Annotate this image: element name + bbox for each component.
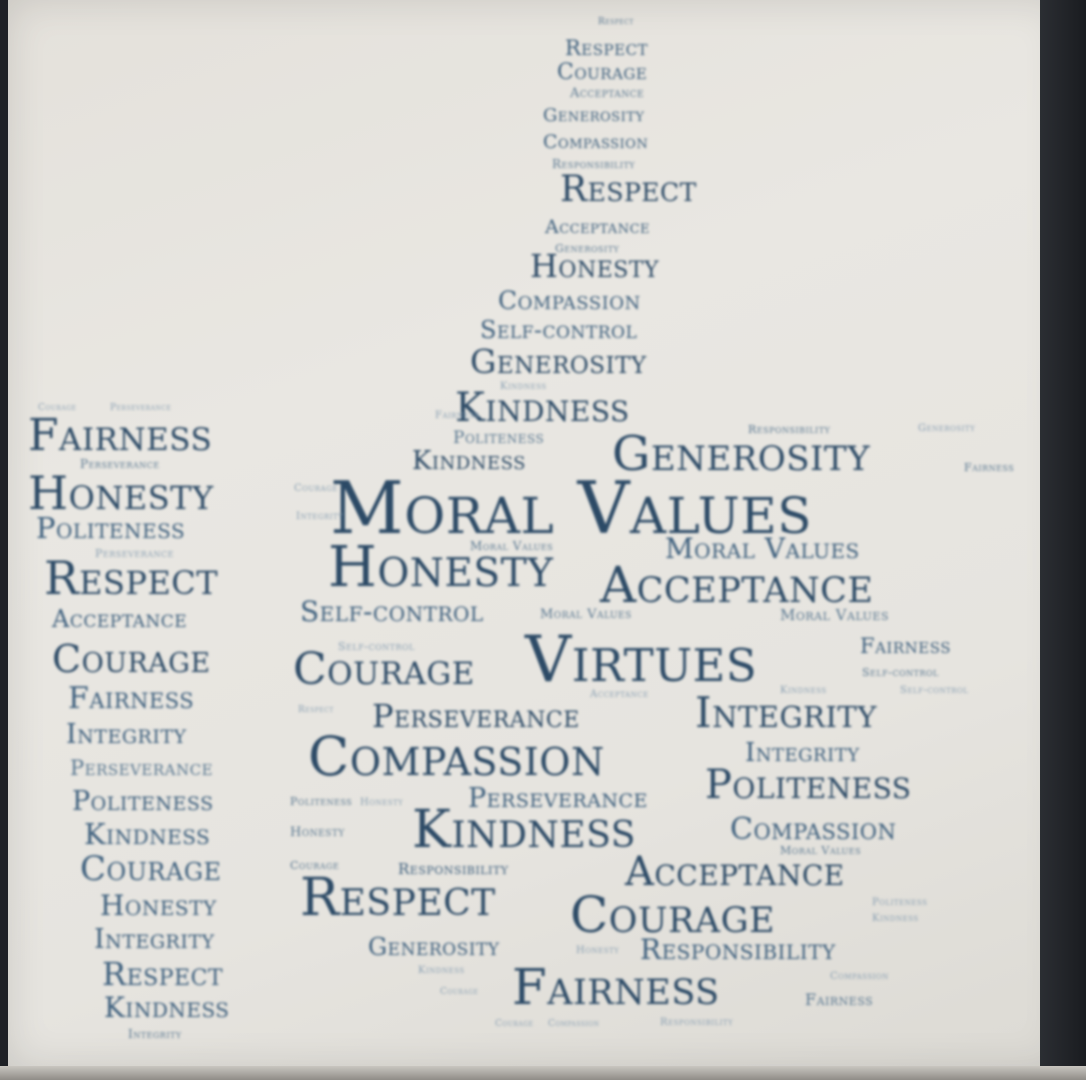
word: Kindness (872, 913, 919, 924)
word: Generosity (555, 242, 620, 255)
word: Self-control (862, 666, 939, 679)
word: Honesty (28, 466, 214, 520)
word: Perseverance (468, 783, 648, 814)
word: Generosity (470, 342, 647, 381)
word: Compassion (543, 131, 649, 153)
word: Honesty (290, 825, 345, 840)
word: Kindness (412, 800, 636, 860)
word: Kindness (84, 817, 211, 851)
word: Self-control (338, 640, 415, 653)
word: Fairness (860, 634, 951, 658)
word: Courage (557, 60, 648, 85)
word: Compassion (548, 1019, 600, 1029)
word: Respect (560, 169, 697, 210)
word: Fairness (512, 958, 720, 1016)
word: Respect (598, 17, 634, 27)
word: Perseverance (80, 457, 160, 471)
word: Acceptance (625, 849, 845, 895)
word: Perseverance (95, 547, 174, 560)
word: Generosity (368, 933, 500, 961)
word: Fairness (805, 990, 874, 1009)
word: Fairness (435, 410, 480, 421)
word: Courage (294, 483, 338, 494)
bottom-edge (0, 1066, 1086, 1080)
word: Responsibility (398, 860, 509, 878)
word: Politeness (36, 511, 186, 545)
word: Moral Values (330, 466, 813, 550)
word: Responsibility (640, 933, 836, 966)
word: Courage (80, 849, 222, 889)
word: Compassion (730, 812, 897, 847)
word: Self-control (900, 685, 969, 696)
word: Courage (38, 403, 77, 413)
word: Kindness (418, 965, 465, 976)
word: Honesty (360, 797, 404, 808)
word: Integrity (695, 688, 877, 737)
word: Integrity (745, 738, 860, 768)
word: Moral Values (780, 606, 889, 624)
word: Courage (570, 886, 776, 944)
word: Politeness (290, 795, 353, 808)
word: Responsibility (748, 423, 831, 436)
word: Respect (565, 36, 649, 60)
word: Honesty (100, 889, 217, 922)
word: Kindness (500, 381, 547, 392)
word: Compassion (498, 286, 641, 315)
word: Acceptance (52, 605, 188, 633)
word: Moral Values (665, 532, 860, 565)
word: Fairness (964, 461, 1015, 474)
word: Kindness (412, 446, 526, 476)
word: Politeness (705, 762, 912, 808)
word: Perseverance (372, 697, 580, 735)
word: Courage (293, 644, 475, 695)
word: Fairness (68, 681, 195, 716)
word: Integrity (94, 924, 215, 955)
word: Courage (52, 637, 211, 681)
word: Compassion (830, 971, 889, 982)
word: Kindness (780, 685, 827, 696)
dark-edge (1040, 0, 1086, 1080)
word: Generosity (543, 105, 645, 126)
word: Integrity (128, 1027, 182, 1041)
word: Self-control (300, 595, 484, 628)
word: Generosity (918, 423, 976, 434)
word: Kindness (104, 991, 230, 1024)
word: Respect (102, 955, 224, 993)
word: Acceptance (545, 216, 651, 238)
word: Honesty (530, 247, 660, 285)
word: Moral Values (780, 844, 862, 857)
word: Fairness (28, 410, 213, 461)
word: Compassion (308, 725, 605, 788)
word: Honesty (576, 945, 620, 956)
word: Moral Values (470, 539, 554, 553)
word: Respect (300, 868, 496, 928)
word: Courage (290, 859, 340, 872)
word: Politeness (453, 428, 545, 448)
word: Courage (495, 1019, 534, 1029)
word: Acceptance (590, 689, 649, 700)
word: Courage (440, 987, 479, 997)
word: Politeness (872, 897, 928, 908)
word: Responsibility (660, 1017, 734, 1028)
word: Perseverance (70, 756, 214, 780)
word: Respect (298, 705, 334, 715)
word: Honesty (328, 535, 554, 600)
word: Responsibility (552, 157, 636, 171)
word: Integrity (296, 511, 344, 522)
word: Perseverance (110, 403, 172, 413)
word: Integrity (66, 719, 187, 750)
word: Acceptance (600, 556, 874, 614)
word: Moral Values (540, 607, 632, 622)
word: Self-control (480, 316, 638, 344)
word: Kindness (455, 385, 630, 431)
word: Generosity (612, 426, 871, 482)
word: Acceptance (570, 86, 645, 101)
word: Politeness (72, 786, 214, 817)
word: Respect (44, 551, 219, 605)
paper-sheet (8, 0, 1062, 1068)
word: Virtues (525, 623, 758, 697)
